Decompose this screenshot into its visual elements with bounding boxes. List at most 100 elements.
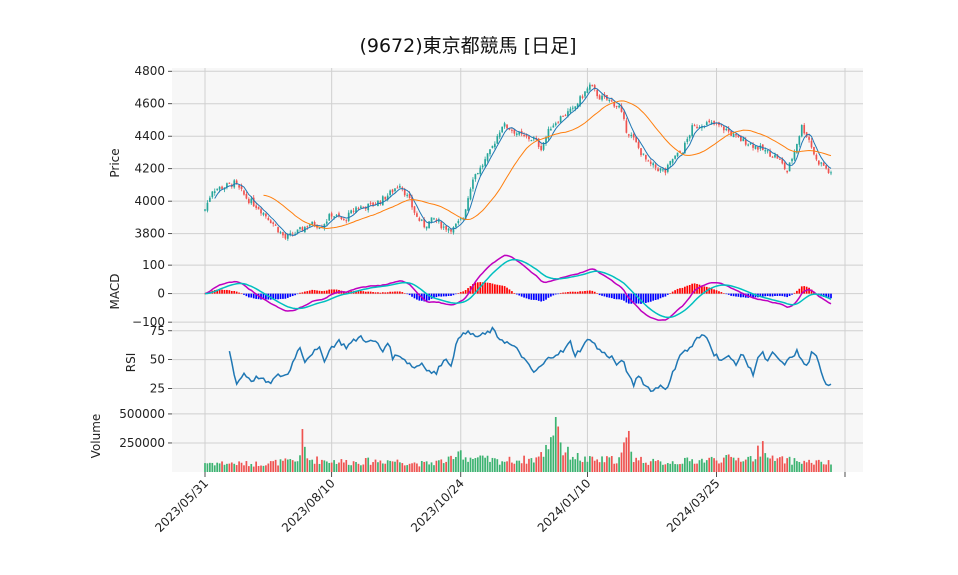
candle-body xyxy=(708,120,711,123)
y-axis-label-volume: Volume xyxy=(89,414,103,459)
macd-histogram-bar xyxy=(360,290,362,294)
volume-bar xyxy=(291,460,294,472)
volume-bar xyxy=(688,461,691,472)
candle-body xyxy=(245,194,248,199)
macd-histogram-bar xyxy=(788,293,791,297)
x-tick-label: 2023/08/10 xyxy=(279,476,338,535)
macd-histogram-bar xyxy=(722,293,725,294)
volume-bar xyxy=(547,449,550,472)
volume-bar xyxy=(340,459,343,472)
candle-body xyxy=(791,158,793,162)
volume-bar xyxy=(450,455,452,472)
macd-histogram-bar xyxy=(645,293,647,303)
macd-histogram-bar xyxy=(501,285,504,294)
volume-bar xyxy=(296,461,299,472)
volume-bar xyxy=(423,461,426,472)
macd-histogram-bar xyxy=(306,291,309,294)
macd-histogram-bar xyxy=(567,292,569,294)
volume-bar xyxy=(308,460,311,472)
macd-histogram-bar xyxy=(513,292,516,294)
volume-bar xyxy=(808,459,810,472)
volume-bar xyxy=(430,462,433,472)
macd-histogram-bar xyxy=(289,293,292,297)
candle-body xyxy=(494,143,496,148)
volume-bar xyxy=(788,456,791,472)
macd-histogram-bar xyxy=(411,293,413,297)
volume-bar xyxy=(710,456,713,472)
volume-bar xyxy=(257,466,260,472)
volume-bar xyxy=(204,463,206,472)
volume-bar xyxy=(211,462,214,472)
volume-bar xyxy=(372,462,374,472)
macd-histogram-bar xyxy=(520,293,523,297)
macd-histogram-bar xyxy=(294,293,296,296)
candle-body xyxy=(430,217,433,223)
volume-bar xyxy=(418,466,421,472)
grid-lines xyxy=(172,68,863,472)
macd-histogram-bar xyxy=(601,293,603,296)
candle-body xyxy=(562,115,564,117)
volume-bar xyxy=(798,461,801,472)
candle-body xyxy=(542,142,545,150)
candle-body xyxy=(369,202,372,204)
x-tick-label: 2024/01/10 xyxy=(535,476,594,535)
macd-histogram-bar xyxy=(630,293,633,304)
volume-bar xyxy=(464,457,467,472)
y-tick-label: 100 xyxy=(142,258,165,272)
macd-histogram-bar xyxy=(265,293,267,300)
candle-body xyxy=(727,128,730,132)
volume-bar xyxy=(238,461,240,472)
macd-histogram-bar xyxy=(503,286,506,294)
macd-histogram-bar xyxy=(408,293,411,296)
candle-body xyxy=(450,229,452,232)
volume-bar xyxy=(684,457,686,472)
macd-histogram-bar xyxy=(389,291,391,294)
macd-histogram-bar xyxy=(484,282,486,294)
volume-bar xyxy=(520,463,523,472)
volume-bar xyxy=(428,464,430,472)
volume-bar xyxy=(218,463,221,472)
macd-histogram-bar xyxy=(286,293,289,298)
volume-bar xyxy=(252,466,255,472)
macd-histogram-bar xyxy=(284,293,287,299)
volume-bar xyxy=(328,462,331,472)
candle-body xyxy=(601,95,603,100)
candle-body xyxy=(445,226,447,230)
candle-body xyxy=(693,125,696,127)
macd-histogram-bar xyxy=(598,293,601,296)
macd-histogram-bar xyxy=(481,282,484,294)
volume-bar xyxy=(501,461,504,472)
candle-body xyxy=(328,214,331,221)
macd-histogram-bar xyxy=(435,293,438,298)
volume-bar xyxy=(345,459,348,472)
candle-body xyxy=(593,85,596,90)
candle-body xyxy=(662,169,664,171)
volume-bar xyxy=(552,435,555,472)
candle-body xyxy=(540,146,542,151)
macd-histogram-bar xyxy=(730,293,732,296)
candle-body xyxy=(396,187,399,189)
volume-bar xyxy=(766,457,769,472)
volume-bar xyxy=(379,460,382,472)
candle-body xyxy=(518,131,521,135)
macd-histogram-bar xyxy=(571,291,574,294)
macd-histogram-bar xyxy=(603,293,606,297)
volume-bar xyxy=(774,460,776,472)
candle-body xyxy=(301,227,304,231)
panel-bg-macd xyxy=(172,258,863,325)
candle-body xyxy=(642,153,645,155)
volume-bar xyxy=(240,462,243,472)
macd-histogram-bar xyxy=(523,293,525,298)
volume-bar xyxy=(213,465,216,472)
volume-bar xyxy=(532,462,535,472)
macd-histogram-bar xyxy=(783,293,786,297)
macd-histogram-bar xyxy=(761,293,764,297)
macd-histogram-bar xyxy=(335,289,338,294)
candle-body xyxy=(428,221,430,229)
candle-body xyxy=(822,162,825,166)
candle-body xyxy=(705,122,708,126)
candle-body xyxy=(330,213,333,217)
macd-histogram-bar xyxy=(740,293,742,298)
y-tick-label: 250000 xyxy=(119,436,165,450)
candle-body xyxy=(559,116,562,123)
